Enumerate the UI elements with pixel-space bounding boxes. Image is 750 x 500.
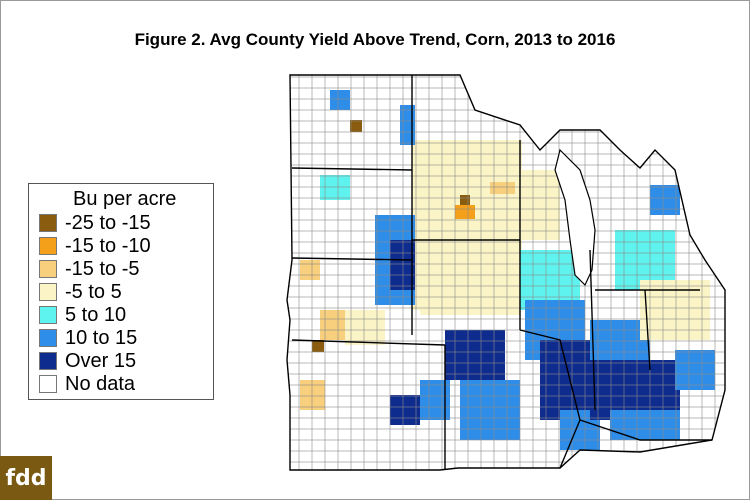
legend-label: 10 to 15 [65, 327, 138, 349]
legend-item: 10 to 15 [39, 328, 137, 348]
legend-swatch [39, 306, 57, 324]
legend-item: No data [39, 374, 135, 394]
figure-title: Figure 2. Avg County Yield Above Trend, … [134, 30, 616, 49]
legend-item: 5 to 10 [39, 305, 126, 325]
legend-item: -5 to 5 [39, 282, 122, 302]
legend-label: -25 to -15 [65, 212, 151, 234]
state-borders [291, 75, 712, 470]
legend: Bu per acre -25 to -15 -15 to -10 -15 to… [28, 183, 214, 400]
legend-label: 5 to 10 [65, 304, 127, 326]
legend-swatch [39, 375, 57, 393]
legend-item: Over 15 [39, 351, 136, 371]
legend-label: -15 to -5 [65, 258, 140, 280]
legend-swatch [39, 283, 57, 301]
legend-item: -15 to -5 [39, 259, 139, 279]
legend-swatch [39, 260, 57, 278]
legend-swatch [39, 237, 57, 255]
legend-label: -5 to 5 [65, 281, 122, 303]
legend-label: No data [65, 373, 136, 395]
land-base [287, 75, 725, 470]
legend-item: -25 to -15 [39, 213, 151, 233]
legend-label: -15 to -10 [65, 235, 151, 257]
legend-swatch [39, 352, 57, 370]
legend-title: Bu per acre [73, 188, 177, 210]
legend-label: Over 15 [65, 350, 137, 372]
legend-swatch [39, 214, 57, 232]
legend-item: -15 to -10 [39, 236, 151, 256]
legend-swatch [39, 329, 57, 347]
lake-michigan [554, 148, 596, 287]
fdd-logo: fdd [0, 456, 52, 500]
